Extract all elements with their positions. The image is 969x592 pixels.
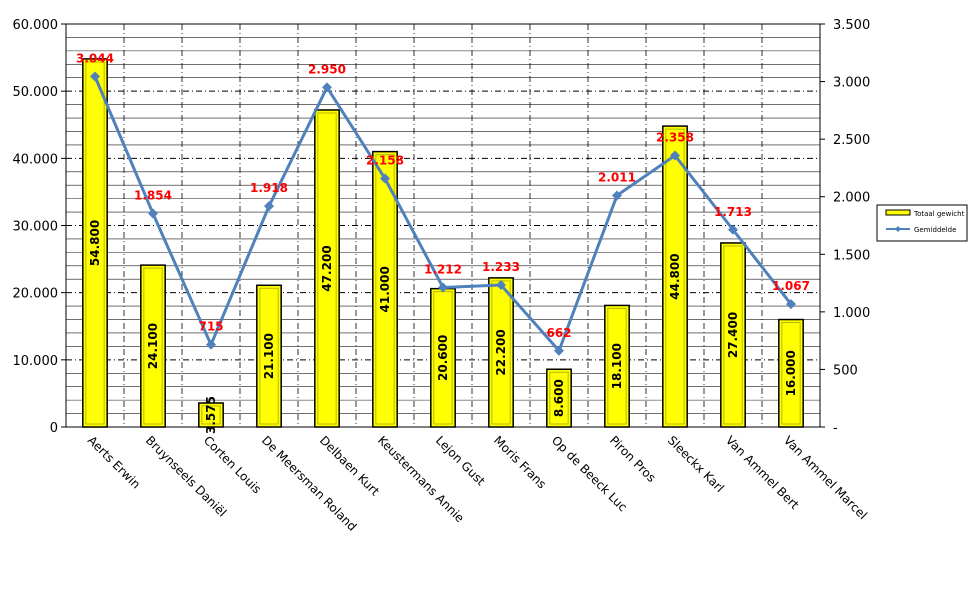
bar	[82, 58, 108, 428]
left-tick-label: 60.000	[13, 18, 59, 33]
bar	[546, 368, 572, 428]
bar	[488, 277, 514, 428]
line-point	[496, 280, 506, 291]
line-value-label: 1.854	[134, 189, 172, 203]
right-tick-label: 2.000	[833, 191, 870, 206]
left-tick-label: 40.000	[13, 152, 59, 167]
line-point	[322, 82, 332, 93]
line-value-label: 2.158	[366, 154, 404, 168]
left-tick-label: 20.000	[13, 287, 59, 302]
bar-value-label: 44.800	[668, 253, 682, 299]
legend-bar-label: Totaal gewicht	[913, 210, 965, 218]
line-point	[786, 299, 796, 310]
bar-bevel	[317, 112, 337, 425]
line-point	[554, 345, 564, 356]
bar-bevel	[375, 154, 395, 425]
right-tick-label: 3.500	[833, 18, 870, 33]
bar	[778, 318, 804, 428]
right-tick-label: 2.500	[833, 133, 870, 148]
line-value-label: 1.713	[714, 205, 752, 219]
bar	[372, 150, 398, 428]
line-value-label: 1.212	[424, 262, 462, 276]
bar-value-label: 24.100	[146, 323, 160, 369]
bar-value-label: 8.600	[552, 379, 566, 417]
bar-value-label: 21.100	[262, 333, 276, 379]
line-series: 3.044 1.854 715 1.918 2.950 2.158 1.212 1.233 66…	[76, 52, 810, 356]
line-value-label: 1.067	[772, 279, 810, 293]
category-label: Moris Frans	[491, 433, 549, 491]
left-y-axis: 0 10.000 20.000 30.000 40.000 50.000 60.000	[13, 18, 66, 436]
bar	[720, 242, 746, 428]
line-point	[148, 208, 158, 219]
right-tick-label: 1.000	[833, 306, 870, 321]
bar	[140, 264, 166, 428]
line-value-label: 662	[546, 326, 571, 340]
left-tick-label: 10.000	[13, 354, 59, 369]
bar-bevel	[85, 61, 105, 425]
bar	[198, 402, 224, 428]
bar-series: 54.800 24.100 3.575 21.100 47.200 41.000 20.60…	[82, 58, 804, 434]
bar-bevel	[665, 128, 685, 425]
bar	[314, 109, 340, 428]
left-tick-label: 30.000	[13, 220, 59, 235]
category-label: Sleeckx Karl	[665, 433, 727, 495]
line-point	[612, 190, 622, 201]
left-tick-label: 50.000	[13, 85, 59, 100]
bar-value-label: 16.000	[784, 350, 798, 396]
bar	[604, 304, 630, 428]
right-tick-label: -	[833, 421, 838, 436]
line-value-label: 2.011	[598, 170, 636, 184]
legend-line-marker	[895, 226, 901, 232]
right-tick-label: 500	[833, 363, 858, 378]
right-tick-label: 1.500	[833, 248, 870, 263]
right-y-axis: - 500 1.000 1.500 2.000 2.500 3.000 3.500	[820, 18, 870, 436]
bar-bevel	[201, 405, 221, 425]
category-label: Delbaen Kurt	[317, 433, 382, 498]
line-point	[728, 224, 738, 235]
bar-value-label: 3.575	[204, 396, 218, 434]
gridlines	[65, 23, 821, 428]
bar-bevel	[781, 322, 801, 425]
line-point	[670, 150, 680, 161]
line-value-label: 1.918	[250, 181, 288, 195]
left-tick-label: 0	[50, 421, 58, 436]
category-label: Lejon Gust	[433, 433, 488, 488]
bar-value-label: 20.600	[436, 335, 450, 381]
bar	[662, 125, 688, 428]
category-label: Corten Louis	[201, 433, 264, 496]
bar-bevel	[549, 371, 569, 425]
category-label: De Meersman Roland	[259, 433, 360, 534]
bar-bevel	[723, 245, 743, 425]
bar-value-label: 54.800	[88, 220, 102, 266]
line-value-label: 1.233	[482, 260, 520, 274]
bar-value-label: 22.200	[494, 329, 508, 375]
line-point	[206, 339, 216, 350]
legend-line-label: Gemiddelde	[914, 226, 956, 234]
bar	[430, 287, 456, 428]
line-value-label: 3.044	[76, 52, 114, 66]
right-tick-label: 3.000	[833, 76, 870, 91]
bar-bevel	[143, 267, 163, 425]
bar-bevel	[259, 287, 279, 425]
bar-value-label: 18.100	[610, 343, 624, 389]
line-value-label: 2.358	[656, 130, 694, 144]
bar-value-label: 41.000	[378, 266, 392, 312]
bar-value-label: 47.200	[320, 245, 334, 291]
category-label: Piron Pros	[607, 433, 659, 485]
line-value-label: 2.950	[308, 62, 346, 76]
line-point	[438, 282, 448, 293]
bar	[256, 284, 282, 428]
bar-bevel	[607, 307, 627, 425]
line-point	[380, 173, 390, 184]
legend: Totaal gewicht Gemiddelde	[876, 204, 968, 242]
bar-value-label: 27.400	[726, 312, 740, 358]
category-label: Aerts Erwin	[85, 433, 143, 491]
line-point	[264, 201, 274, 212]
line-value-label: 715	[198, 320, 223, 334]
legend-bar-swatch	[885, 209, 911, 216]
line-point	[90, 71, 100, 82]
